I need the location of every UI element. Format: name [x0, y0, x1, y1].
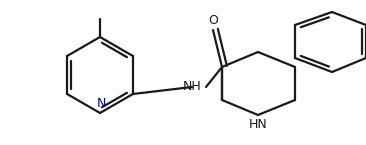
Text: HN: HN — [249, 118, 268, 131]
Text: N: N — [96, 97, 106, 110]
Text: NH: NH — [183, 80, 201, 94]
Text: O: O — [208, 14, 218, 27]
